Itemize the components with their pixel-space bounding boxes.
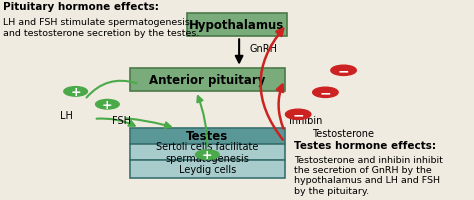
FancyBboxPatch shape	[130, 128, 284, 144]
Text: −: −	[338, 64, 349, 78]
FancyBboxPatch shape	[130, 160, 284, 178]
Text: Anterior pituitary: Anterior pituitary	[149, 74, 265, 87]
Text: Sertoli cells facilitate
spermatogenesis: Sertoli cells facilitate spermatogenesis	[156, 141, 258, 163]
Circle shape	[195, 150, 219, 160]
Text: Testosterone: Testosterone	[312, 129, 374, 139]
Text: Testosterone and inhibin inhibit
the secretion of GnRH by the
hypothalamus and L: Testosterone and inhibin inhibit the sec…	[293, 155, 443, 195]
Text: Pituitary hormone effects:: Pituitary hormone effects:	[3, 2, 159, 12]
Text: GnRH: GnRH	[250, 44, 278, 54]
Circle shape	[285, 110, 311, 120]
Text: +: +	[102, 98, 113, 111]
FancyBboxPatch shape	[187, 13, 287, 37]
Text: Leydig cells: Leydig cells	[179, 164, 236, 174]
Text: Testes hormone effects:: Testes hormone effects:	[293, 140, 436, 150]
FancyBboxPatch shape	[130, 68, 284, 92]
Text: Testes: Testes	[186, 130, 228, 143]
Text: LH and FSH stimulate spermatogenesis
and testosterone secretion by the testes.: LH and FSH stimulate spermatogenesis and…	[3, 18, 200, 37]
Circle shape	[313, 88, 338, 98]
Text: FSH: FSH	[112, 116, 131, 126]
Text: Hypothalamus: Hypothalamus	[189, 19, 284, 32]
Circle shape	[64, 87, 87, 97]
Circle shape	[96, 100, 119, 109]
Text: Inhibin: Inhibin	[289, 116, 322, 126]
Text: +: +	[202, 148, 213, 161]
Text: LH: LH	[60, 110, 73, 120]
Text: −: −	[292, 108, 304, 122]
Circle shape	[331, 66, 356, 76]
FancyBboxPatch shape	[130, 144, 284, 160]
Text: +: +	[70, 85, 81, 98]
Text: −: −	[319, 86, 331, 100]
